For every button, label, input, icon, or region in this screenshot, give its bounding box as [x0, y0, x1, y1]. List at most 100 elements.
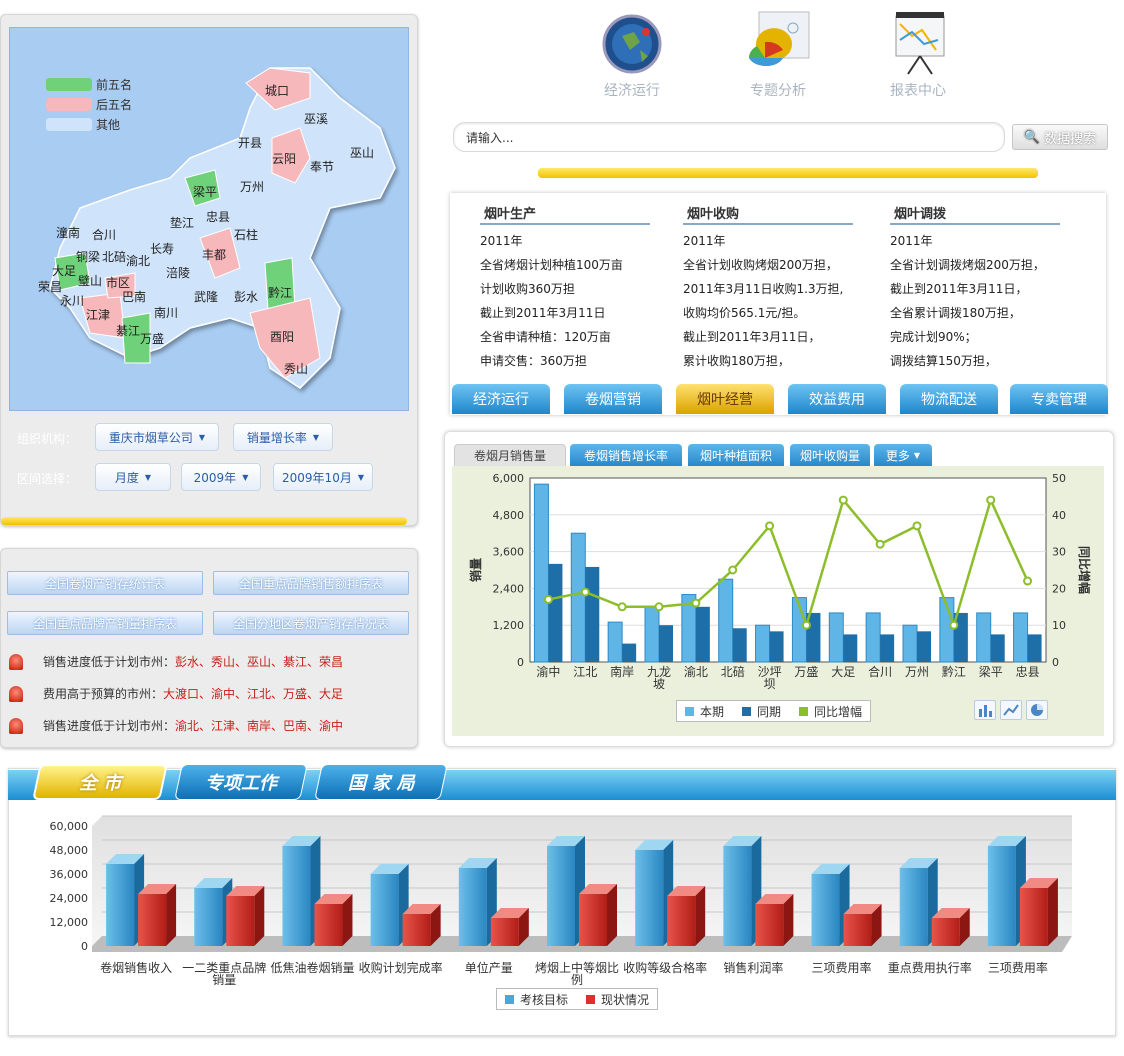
- pie-chart-icon[interactable]: [1026, 700, 1048, 720]
- report-link[interactable]: 全国重点品牌销售额排序表: [213, 571, 409, 595]
- search-button[interactable]: 🔍 数据搜索: [1012, 124, 1108, 150]
- bar-actual: [402, 914, 431, 946]
- city-label[interactable]: 酉阳: [270, 330, 295, 344]
- chart-tab-planting-area[interactable]: 烟叶种植面积: [688, 444, 784, 466]
- kpi-tab-label: 国 家 局: [347, 773, 415, 794]
- city-label[interactable]: 潼南: [56, 226, 81, 240]
- city-label[interactable]: 长寿: [150, 242, 175, 256]
- city-label[interactable]: 城口: [265, 84, 290, 98]
- city-label[interactable]: 永川: [60, 294, 85, 308]
- x-tick-label: 黔江: [942, 664, 966, 679]
- x-tick-label: 江北: [573, 665, 597, 679]
- bar-actual-side: [1047, 878, 1058, 946]
- growth-point: [801, 620, 811, 630]
- city-label[interactable]: 涪陵: [166, 266, 191, 280]
- bar-last-year: [917, 631, 931, 662]
- city-label[interactable]: 黔江: [268, 286, 293, 300]
- city-label[interactable]: 奉节: [310, 160, 335, 174]
- city-label[interactable]: 南川: [154, 306, 179, 320]
- city-label[interactable]: 武隆: [194, 290, 219, 304]
- bar-chart-icon[interactable]: [974, 700, 996, 720]
- report-link[interactable]: 全国分地区卷烟产销存情况表: [213, 611, 409, 635]
- bar-current: [902, 624, 918, 663]
- map-region-dazu[interactable]: [54, 252, 91, 291]
- tab-leaf-operation[interactable]: 烟叶经营: [676, 384, 774, 414]
- map-region-fengdu[interactable]: [199, 227, 241, 279]
- nav-economic[interactable]: 经济运行: [592, 10, 672, 100]
- city-label[interactable]: 垫江: [170, 216, 195, 230]
- city-label[interactable]: 梁平: [193, 185, 218, 199]
- report-link[interactable]: 全国卷烟产销存统计表: [7, 571, 203, 595]
- map-region-chengkou[interactable]: [245, 67, 311, 111]
- city-label[interactable]: 巫山: [350, 146, 375, 160]
- x-tick-label: 重点费用执行率: [888, 960, 972, 975]
- city-label[interactable]: 万州: [240, 180, 265, 194]
- tab-economic[interactable]: 经济运行: [452, 384, 550, 414]
- city-label[interactable]: 荣昌: [38, 280, 63, 294]
- city-label[interactable]: 万盛: [140, 332, 165, 346]
- chart-tab-monthly-sales[interactable]: 卷烟月销售量: [454, 444, 566, 466]
- kpi-tab-national-bureau[interactable]: 国 家 局: [314, 764, 448, 800]
- period-dropdown[interactable]: 月度 ▼: [95, 463, 171, 491]
- city-label[interactable]: 綦江: [116, 324, 141, 338]
- tab-benefit-cost[interactable]: 效益费用: [788, 384, 886, 414]
- monthly-sales-chart[interactable]: 01,2002,4003,6004,8006,00001020304050销量同…: [452, 466, 1104, 736]
- city-label[interactable]: 合川: [92, 228, 117, 242]
- chart2-legend: 考核目标 现状情况: [496, 988, 659, 1010]
- nav-report-center[interactable]: 报表中心: [878, 10, 958, 100]
- year-dropdown[interactable]: 2009年 ▼: [181, 463, 261, 491]
- search-input[interactable]: 请输入...: [453, 122, 1005, 152]
- x-tick-label: 万州: [905, 665, 929, 679]
- tab-cigarette-marketing[interactable]: 卷烟营销: [564, 384, 662, 414]
- map-region-yunyang[interactable]: [271, 127, 311, 184]
- chongqing-map[interactable]: 前五名 后五名 其他 城口 巫溪 开县 云阳 奉节 巫山 梁平 万州 忠县 垫江…: [9, 27, 409, 411]
- city-label[interactable]: 丰都: [202, 248, 227, 262]
- legend-swatch-blue: [46, 117, 92, 131]
- map-region-youyang[interactable]: [249, 297, 321, 379]
- map-region-wansheng[interactable]: [121, 312, 151, 364]
- metric-dropdown[interactable]: 销量增长率 ▼: [233, 423, 333, 451]
- city-label[interactable]: 市区: [106, 276, 131, 290]
- city-label[interactable]: 彭水: [234, 290, 259, 304]
- city-label[interactable]: 渝北: [126, 254, 151, 268]
- city-label[interactable]: 北碚: [102, 250, 127, 264]
- tab-logistics[interactable]: 物流配送: [900, 384, 998, 414]
- bar-actual: [138, 894, 167, 946]
- map-region-shiqu[interactable]: [104, 272, 136, 299]
- city-label[interactable]: 铜梁: [76, 250, 101, 264]
- city-label[interactable]: 开县: [238, 136, 263, 150]
- search-accent-bar: [538, 168, 1038, 178]
- line-chart-icon[interactable]: [1000, 700, 1022, 720]
- kpi-tab-special-work[interactable]: 专项工作: [174, 764, 308, 800]
- info-line: 截止到2011年3月11日，: [890, 282, 1028, 296]
- kpi-chart[interactable]: 0 12,000 24,000 36,000 48,000 60,000 卷烟销售收入 一二类…: [40, 808, 1110, 986]
- tab-monopoly[interactable]: 专卖管理: [1010, 384, 1108, 414]
- x-tick-label: 低焦油卷烟销量: [270, 960, 354, 975]
- city-label[interactable]: 璧山: [78, 274, 103, 288]
- y-tick-label: 60,000: [50, 820, 89, 833]
- alert-cities[interactable]: 彭水、秀山、巫山、綦江、荣昌: [175, 655, 344, 669]
- city-label[interactable]: 忠县: [206, 210, 231, 224]
- alert-cities[interactable]: 渝北、江津、南岸、巴南、渝中: [175, 719, 344, 733]
- city-label[interactable]: 石柱: [234, 228, 259, 242]
- report-link[interactable]: 全国重点品牌产销量排序表: [7, 611, 203, 635]
- map-region-liangping[interactable]: [184, 169, 221, 207]
- kpi-tab-city[interactable]: 全 市: [32, 764, 168, 800]
- org-dropdown[interactable]: 重庆市烟草公司 ▼: [95, 423, 219, 451]
- city-label[interactable]: 江津: [86, 308, 111, 322]
- chart-tab-sales-growth[interactable]: 卷烟销售增长率: [570, 444, 682, 466]
- nav-topic-analysis[interactable]: 专题分析: [738, 10, 818, 100]
- month-dropdown[interactable]: 2009年10月 ▼: [273, 463, 373, 491]
- chart-tab-purchase-volume[interactable]: 烟叶收购量: [790, 444, 870, 466]
- bar-actual-top: [931, 908, 970, 918]
- city-label[interactable]: 巫溪: [304, 112, 329, 126]
- city-label[interactable]: 巴南: [122, 290, 147, 304]
- city-label[interactable]: 秀山: [284, 362, 309, 376]
- info-line: 截止到2011年3月11日: [480, 306, 606, 320]
- city-label[interactable]: 云阳: [272, 152, 297, 166]
- bar-target: [547, 846, 575, 946]
- chart-tab-more[interactable]: 更多 ▼: [874, 444, 932, 466]
- alert-cities[interactable]: 大渡口、渝中、江北、万盛、大足: [163, 687, 344, 701]
- city-label[interactable]: 大足: [52, 264, 77, 278]
- y2-tick-label: 40: [1052, 509, 1066, 522]
